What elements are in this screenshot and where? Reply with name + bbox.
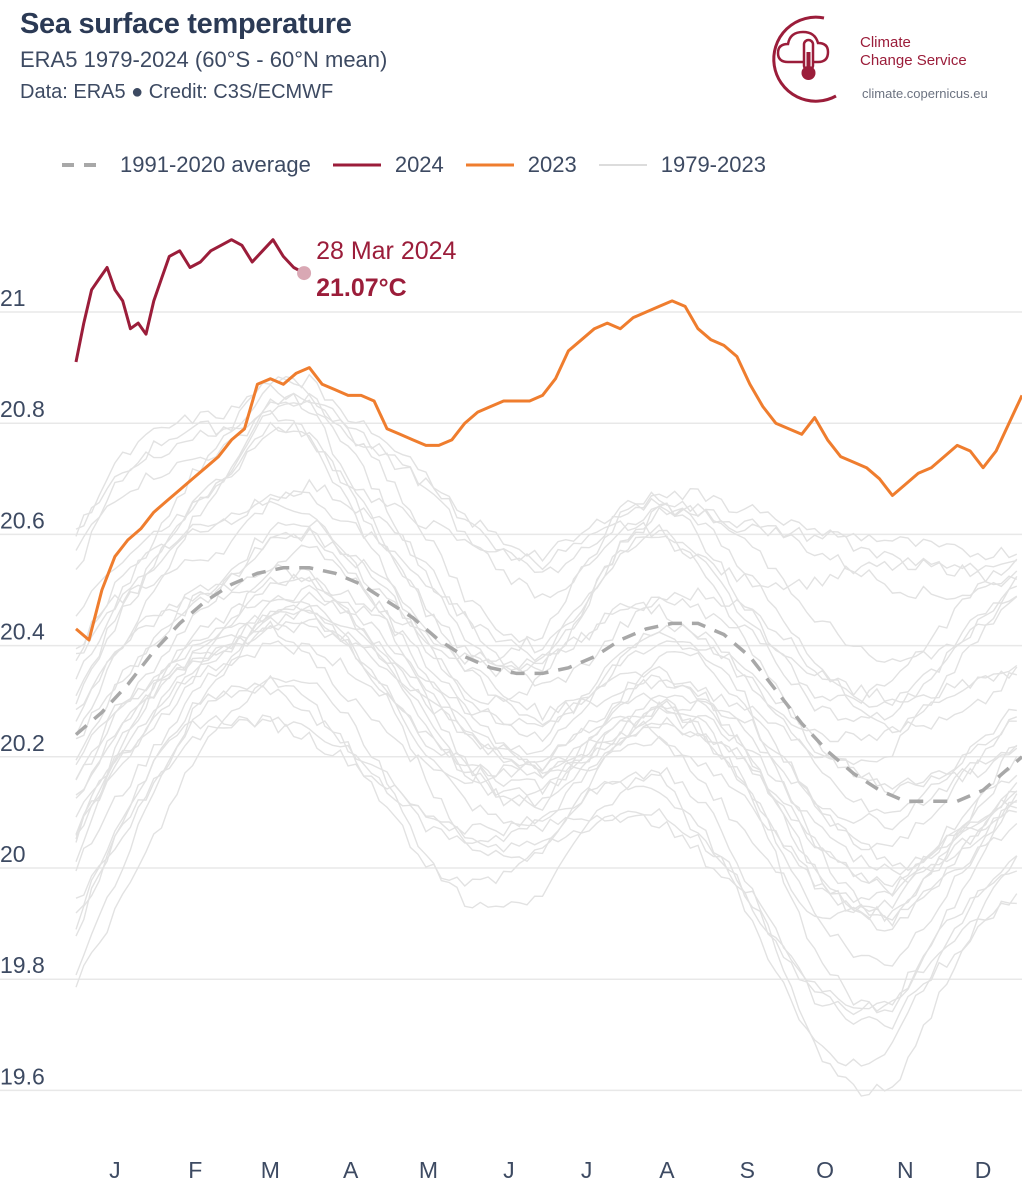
y-tick-label: 20.2	[0, 730, 45, 756]
x-tick-label: S	[740, 1157, 755, 1183]
historic-series-line	[75, 620, 1017, 920]
x-tick-label: M	[419, 1157, 438, 1183]
historic-series-line	[75, 409, 1018, 591]
chart-legend: 1991-2020 average 2024 2023 1979-2023	[60, 152, 788, 178]
y-tick-label: 20.8	[0, 396, 45, 422]
y-tick-label: 20.4	[0, 619, 45, 645]
copernicus-logo[interactable]: Climate Change Service climate.copernicu…	[766, 10, 1006, 110]
cloud-thermometer-icon	[772, 15, 837, 103]
y-tick-label: 20	[0, 841, 26, 867]
historic-series-line	[75, 609, 1018, 876]
chart-credit: Data: ERA5 ● Credit: C3S/ECMWF	[20, 81, 334, 103]
legend-label: 1991-2020 average	[120, 152, 311, 177]
legend-item-2023[interactable]: 2023	[465, 152, 577, 178]
y-tick-label: 20.6	[0, 507, 45, 533]
x-tick-label: F	[188, 1157, 202, 1183]
y-tick-label: 19.8	[0, 952, 45, 978]
annotation-value: 21.07°C	[316, 274, 407, 302]
y-tick-label: 21	[0, 285, 26, 311]
legend-label: 2024	[394, 152, 444, 177]
legend-swatch-2024	[332, 163, 381, 167]
chart-title: Sea surface temperature	[20, 8, 352, 40]
historic-series-line	[75, 674, 1018, 1067]
historic-series-line	[75, 716, 1018, 1030]
chart-header: Sea surface temperature ERA5 1979-2024 (…	[20, 6, 387, 108]
historic-series-line	[75, 392, 1018, 663]
historic-series-line	[75, 421, 1018, 723]
legend-label: 2023	[527, 152, 577, 177]
y-tick-label: 19.6	[0, 1063, 45, 1089]
historic-series-line	[75, 426, 1018, 766]
x-tick-label: J	[503, 1157, 515, 1183]
historic-series-line	[75, 604, 1018, 1014]
chart-plot-area: 19.6 19.8 20 20.2 20.4 20.6 20.8 21 28 Mar 2024 2…	[0, 237, 1022, 1183]
historic-series-line	[75, 617, 1017, 888]
legend-swatch-historic	[598, 164, 647, 166]
historic-series-line	[75, 376, 1018, 563]
series-line-2024	[74, 238, 305, 363]
historic-series-line	[75, 584, 1018, 932]
historic-series-line	[75, 591, 1017, 872]
x-tick-label: J	[581, 1157, 593, 1183]
historic-series-line	[75, 684, 1018, 1016]
x-tick-label: M	[261, 1157, 280, 1183]
x-tick-label: D	[975, 1157, 992, 1183]
logo-url[interactable]: climate.copernicus.eu	[862, 86, 988, 101]
series-line-average	[74, 566, 1022, 804]
historic-series-line	[75, 525, 1017, 851]
historic-series-line	[75, 608, 1018, 967]
legend-label: 1979-2023	[660, 152, 766, 177]
historic-series-line	[75, 519, 1017, 814]
historic-series-line	[75, 714, 1017, 1010]
legend-item-2024[interactable]: 2024	[332, 152, 444, 178]
x-tick-label: A	[659, 1157, 675, 1183]
historic-series-line	[75, 478, 1017, 734]
historic-series-line	[75, 640, 1018, 928]
x-tick-label: O	[816, 1157, 834, 1183]
historic-series-line	[75, 399, 1018, 708]
series-line-2023	[75, 299, 1022, 642]
chart-subtitle: ERA5 1979-2024 (60°S - 60°N mean)	[20, 47, 388, 72]
historic-series-line	[75, 490, 1018, 703]
x-tick-label: N	[897, 1157, 914, 1183]
legend-item-average[interactable]: 1991-2020 average	[60, 152, 311, 178]
historic-series-line	[75, 392, 1018, 601]
x-tick-label: J	[109, 1157, 121, 1183]
annotation-date: 28 Mar 2024	[316, 237, 456, 265]
annotation-point[interactable]	[297, 266, 312, 281]
logo-text: Climate Change Service	[860, 34, 967, 69]
historic-series-line	[75, 573, 1018, 796]
x-tick-label: A	[343, 1157, 359, 1183]
historic-series-line	[75, 594, 1018, 904]
historic-series-line	[75, 676, 1018, 1097]
legend-item-historic[interactable]: 1979-2023	[598, 152, 766, 178]
historic-series-line	[75, 528, 1018, 790]
historic-series-line	[75, 544, 1017, 921]
historic-series-line	[75, 498, 1018, 743]
historic-series-line	[75, 577, 1018, 923]
legend-swatch-2023	[465, 163, 514, 167]
historic-series-line	[75, 383, 1018, 705]
legend-swatch-dashed	[62, 163, 104, 167]
historic-series-line	[75, 563, 1018, 831]
historic-series-line	[75, 373, 1017, 574]
